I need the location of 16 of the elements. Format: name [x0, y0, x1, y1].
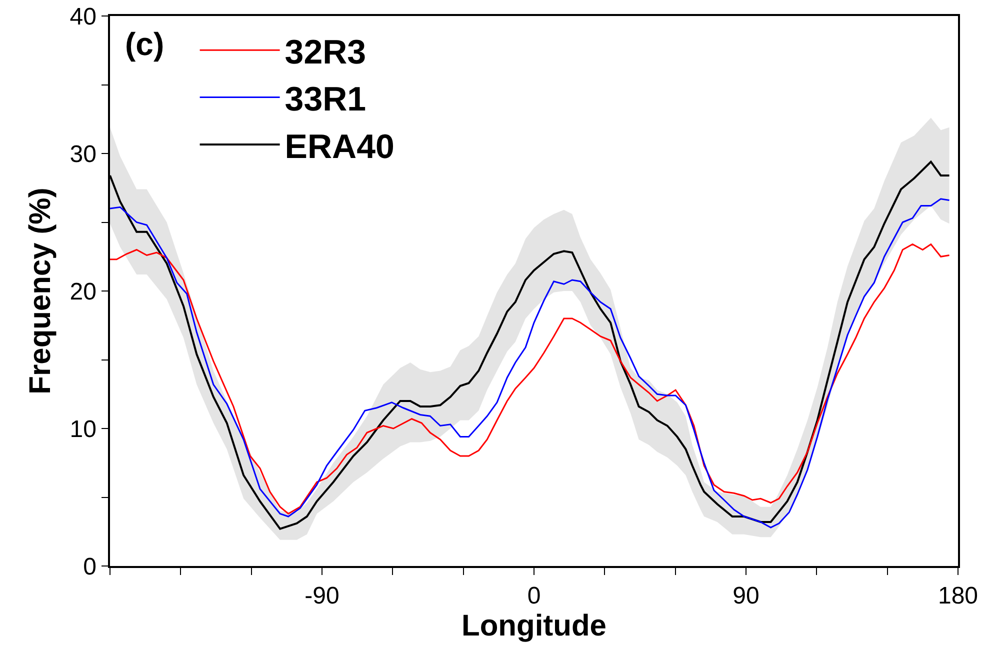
legend-label: ERA40 — [284, 128, 394, 166]
y-tick-label: 0 — [83, 553, 96, 580]
y-tick-label: 20 — [70, 278, 96, 306]
x-tick-label: -90 — [304, 582, 340, 610]
y-axis-title: Frequency (%) — [24, 188, 58, 394]
x-axis-title: Longitude — [462, 610, 606, 643]
x-tick-label: 90 — [732, 582, 760, 610]
line-series — [110, 244, 950, 514]
y-tick-label: 30 — [70, 140, 96, 168]
x-tick-label: 0 — [527, 582, 541, 610]
y-tick-label: 10 — [70, 416, 96, 443]
legend-label: 32R3 — [284, 33, 366, 72]
y-tick-label: 40 — [70, 3, 96, 30]
x-tick-label: 180 — [938, 582, 978, 610]
annotation: (c) — [125, 26, 164, 62]
legend-label: 33R1 — [284, 80, 366, 119]
